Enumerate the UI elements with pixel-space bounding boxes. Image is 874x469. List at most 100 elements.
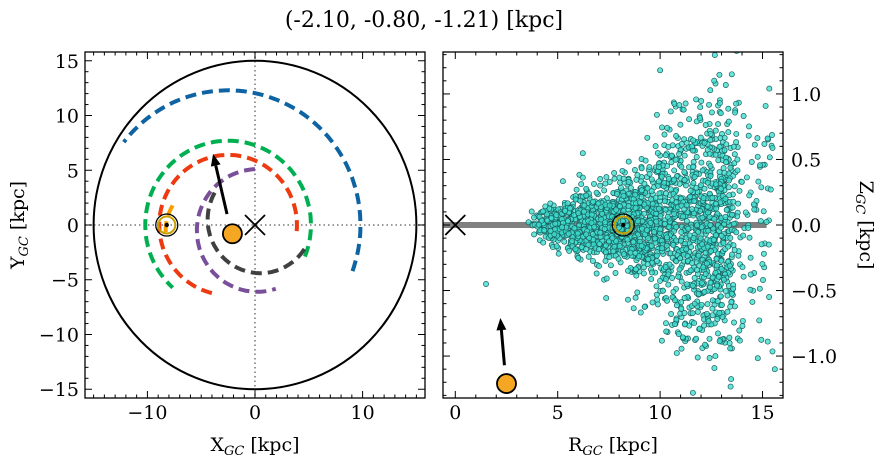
scatter-point <box>699 167 706 174</box>
scatter-point <box>750 201 757 208</box>
scatter-point <box>718 224 724 231</box>
scatter-point <box>671 210 678 217</box>
scatter-point <box>645 235 652 242</box>
scatter-point <box>603 174 610 181</box>
scatter-point <box>735 200 742 207</box>
scatter-point <box>671 321 678 328</box>
scatter-point <box>693 96 700 103</box>
right-ticks: 0 5 10 15 −1.0 −0.5 0.0 0.5 1.0 <box>443 52 837 424</box>
scatter-point <box>681 321 688 328</box>
scatter-point <box>690 235 697 242</box>
scatter-point <box>739 323 746 329</box>
scatter-point <box>689 143 696 150</box>
scatter-point <box>726 192 733 199</box>
scatter-point <box>693 335 700 342</box>
scatter-point <box>689 206 696 213</box>
scatter-point <box>676 266 683 273</box>
scatter-point <box>733 229 740 236</box>
scatter-point <box>673 194 680 201</box>
scatter-point <box>681 310 688 316</box>
scatter-point <box>673 302 680 309</box>
scatter-point <box>729 251 735 258</box>
scatter-point <box>593 270 600 277</box>
scatter-point <box>665 143 672 150</box>
scatter-point <box>730 406 735 411</box>
scatter-point <box>745 224 752 231</box>
scatter-point <box>632 294 639 301</box>
scatter-point <box>707 222 714 228</box>
scatter-point <box>716 71 723 78</box>
scatter-point <box>718 232 725 239</box>
scatter-point <box>641 201 648 208</box>
scatter-point <box>748 159 755 165</box>
scatter-point <box>730 242 737 249</box>
scatter-point <box>614 191 620 197</box>
spiral-arm-3 <box>157 152 299 296</box>
scatter-point <box>721 147 728 154</box>
scatter-point <box>673 258 680 265</box>
scatter-point <box>711 365 718 372</box>
scatter-point <box>747 286 754 293</box>
scatter-point <box>706 101 712 108</box>
scatter-point <box>531 231 538 238</box>
x-tick-label: 5 <box>552 402 564 424</box>
scatter-point <box>632 266 639 273</box>
scatter-point <box>616 243 623 250</box>
scatter-point <box>630 239 637 246</box>
scatter-point <box>638 242 645 249</box>
scatter-point <box>698 98 705 104</box>
scatter-point <box>715 157 722 164</box>
scatter-point <box>709 194 716 201</box>
scatter-point <box>531 214 537 221</box>
right-xlabel: RGC [kpc] <box>568 434 658 459</box>
scatter-point <box>483 281 489 287</box>
scatter-point <box>602 219 609 226</box>
galactic-center-marker <box>444 214 466 236</box>
scatter-point <box>714 298 721 305</box>
scatter-point <box>725 243 732 250</box>
scatter-point <box>588 219 595 226</box>
scatter-point <box>632 250 639 257</box>
scatter-point <box>667 108 674 115</box>
scatter-point <box>620 251 627 258</box>
y-tick-label: 0 <box>67 215 79 237</box>
scatter-point <box>670 288 677 295</box>
scatter-point <box>625 267 631 274</box>
scatter-point <box>746 123 752 130</box>
x-tick-label: 10 <box>648 402 672 424</box>
scatter-point <box>691 320 698 327</box>
scatter-point <box>712 151 719 158</box>
scatter-point <box>555 250 562 257</box>
scatter-point <box>716 100 723 107</box>
scatter-point <box>641 180 648 187</box>
scatter-point <box>627 249 634 256</box>
scatter-point <box>547 228 554 234</box>
scatter-point <box>746 234 753 241</box>
scatter-point <box>707 137 714 143</box>
scatter-point <box>697 134 704 141</box>
scatter-point <box>602 180 609 187</box>
y-tick-label: −1.0 <box>791 346 837 368</box>
velocity-arrow <box>496 318 507 366</box>
scatter-point <box>633 176 640 183</box>
scatter-point <box>591 223 598 230</box>
scatter-point <box>640 270 647 277</box>
scatter-point <box>697 235 704 242</box>
scatter-point <box>663 242 670 249</box>
scatter-point <box>590 198 597 205</box>
scatter-point <box>696 325 703 332</box>
left-panel: −10 0 10 −15 −10 −5 0 5 10 15 XGC [kpc] YGC [kpc] <box>7 51 426 459</box>
y-tick-label: −15 <box>39 379 79 401</box>
scatter-point <box>653 111 660 118</box>
scatter-point <box>678 299 685 306</box>
scatter-point <box>730 285 737 292</box>
scatter-point <box>547 200 554 207</box>
scatter-point <box>706 213 713 220</box>
scatter-point <box>749 298 756 305</box>
scatter-point <box>575 210 582 217</box>
scatter-point <box>538 217 545 224</box>
scatter-point <box>676 151 683 157</box>
scatter-point <box>659 245 665 252</box>
scatter-point <box>653 283 660 290</box>
scatter-point <box>733 100 740 107</box>
